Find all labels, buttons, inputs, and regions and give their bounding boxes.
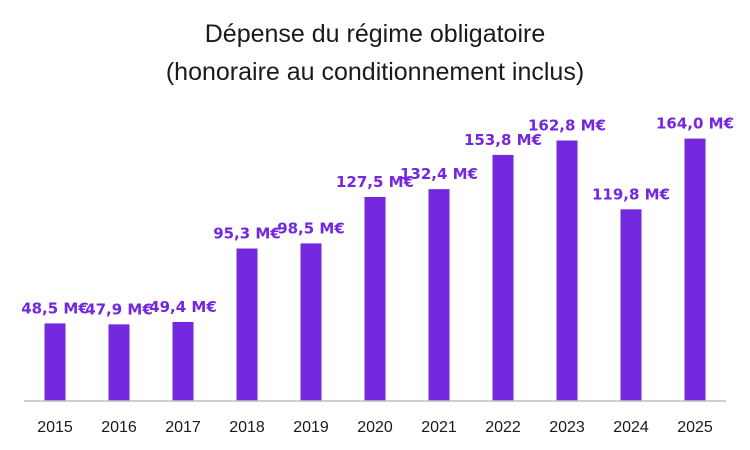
x-tick-label-2022: 2022 <box>485 419 521 436</box>
chart-title-line-1: Dépense du régime obligatoire <box>205 20 546 48</box>
data-label-2017: 49,4 M€ <box>149 298 217 316</box>
data-label-2023: 162,8 M€ <box>528 117 606 135</box>
bar-2021 <box>428 189 450 401</box>
bar-2024 <box>620 209 642 401</box>
data-label-2020: 127,5 M€ <box>336 173 414 191</box>
x-tick-label-2016: 2016 <box>101 419 137 436</box>
x-tick-label-2018: 2018 <box>229 419 265 436</box>
chart-title-line-2: (honoraire au conditionnement inclus) <box>166 58 584 86</box>
x-tick-label-2023: 2023 <box>549 419 585 436</box>
data-label-2022: 153,8 M€ <box>464 131 542 149</box>
x-tick-label-2019: 2019 <box>293 419 329 436</box>
data-label-2025: 164,0 M€ <box>656 115 734 133</box>
bar-2017 <box>172 321 194 401</box>
data-label-2016: 47,9 M€ <box>85 300 153 318</box>
x-tick-label-2024: 2024 <box>613 419 649 436</box>
data-label-2018: 95,3 M€ <box>213 225 281 243</box>
bar-2022 <box>492 154 514 401</box>
data-label-2024: 119,8 M€ <box>592 185 670 203</box>
x-tick-label-2015: 2015 <box>37 419 73 436</box>
data-label-2021: 132,4 M€ <box>400 165 478 183</box>
bar-2018 <box>236 248 258 401</box>
x-tick-label-2021: 2021 <box>421 419 457 436</box>
bar-2023 <box>556 140 578 401</box>
x-tick-label-2017: 2017 <box>165 419 201 436</box>
bar-2016 <box>108 324 130 401</box>
data-label-2019: 98,5 M€ <box>277 219 345 237</box>
bar-2015 <box>44 323 66 401</box>
x-tick-labels-group: 2015 2016 2017 2018 2019 2020 2021 2022 2023 2024… <box>37 419 713 436</box>
bar-2025 <box>684 138 706 401</box>
bar-2020 <box>364 197 386 401</box>
bar-2019 <box>300 243 322 401</box>
data-label-2015: 48,5 M€ <box>21 299 89 317</box>
bars-group <box>44 138 706 401</box>
data-labels-group: 48,5 M€47,9 M€49,4 M€ 95,3 M€98,5 M€ 127,5… <box>21 115 734 319</box>
x-tick-label-2025: 2025 <box>677 419 713 436</box>
x-tick-label-2020: 2020 <box>357 419 393 436</box>
